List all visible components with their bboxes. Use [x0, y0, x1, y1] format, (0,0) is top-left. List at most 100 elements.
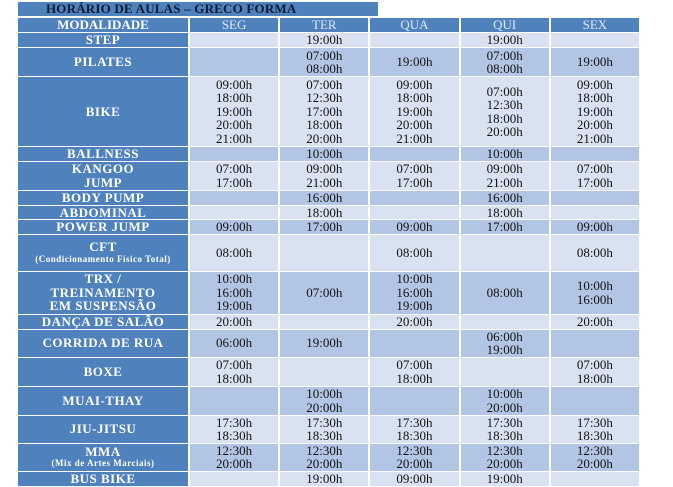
modality-label: BIKE — [85, 103, 121, 119]
time-cell: 10:00h — [280, 147, 369, 161]
time-cell — [550, 205, 639, 219]
modality-name: CFT (Condicionamento Físico Total) — [18, 234, 188, 271]
table-row: KANGOO JUMP 07:00h 17:00h 09:00h 21:00h 07:… — [18, 161, 639, 190]
modality-name: CORRIDA DE RUA — [18, 329, 188, 357]
time-cell: 10:00h 20:00h — [460, 386, 549, 415]
time-cell: 20:00h — [550, 314, 639, 329]
header-sex: SEX — [550, 18, 639, 32]
modality-label: MMA — [85, 443, 121, 459]
time-cell — [550, 147, 639, 161]
modality-name: JIU-JITSU — [18, 415, 188, 443]
time-cell — [190, 471, 279, 486]
schedule-title: HORÁRIO DE AULAS – GRECO FORMA — [18, 2, 378, 16]
modality-name: BUS BIKE — [18, 471, 188, 486]
time-cell — [370, 205, 459, 219]
table-row: PILATES 07:00h 08:00h 19:00h 07:00h 08:00h 1… — [18, 48, 639, 76]
table-row: JIU-JITSU 17:30h 18:30h 17:30h 18:30h 17:30… — [18, 415, 639, 443]
time-cell: 18:00h — [460, 205, 549, 219]
time-cell — [190, 147, 279, 161]
modality-label: STEP — [85, 32, 121, 48]
time-cell — [190, 33, 279, 47]
modality-name: TRX / TREINAMENTO EM SUSPENSÃO — [18, 271, 188, 314]
time-cell: 20:00h — [370, 314, 459, 329]
time-cell: 19:00h — [460, 471, 549, 486]
time-cell: 08:00h — [460, 271, 549, 314]
time-cell: 18:00h — [280, 205, 369, 219]
time-cell — [460, 314, 549, 329]
time-cell — [550, 190, 639, 205]
modality-subtitle: (Condicionamento Físico Total) — [35, 253, 171, 264]
table-row: MUAI-THAY 10:00h 20:00h 10:00h 20:00h — [18, 386, 639, 415]
modality-name: BIKE — [18, 77, 188, 146]
time-cell: 07:00h 18:00h — [370, 357, 459, 386]
time-cell: 07:00h 12:30h 18:00h 20:00h — [460, 77, 549, 146]
modality-name: STEP — [18, 33, 188, 47]
table-row: BOXE 07:00h 18:00h 07:00h 18:00h 07:00h 18:… — [18, 357, 639, 386]
time-cell: 10:00h 16:00h — [550, 271, 639, 314]
time-cell: 09:00h 21:00h — [280, 161, 369, 190]
time-cell — [280, 314, 369, 329]
time-cell: 16:00h — [460, 190, 549, 205]
time-cell — [190, 190, 279, 205]
time-cell — [460, 234, 549, 271]
modality-name: PILATES — [18, 48, 188, 76]
time-cell — [370, 147, 459, 161]
time-cell: 19:00h — [460, 33, 549, 47]
time-cell — [550, 471, 639, 486]
time-cell: 07:00h 08:00h — [460, 48, 549, 76]
time-cell: 07:00h 17:00h — [190, 161, 279, 190]
modality-label: BALLNESS — [67, 146, 139, 161]
header-modalidade: MODALIDADE — [18, 18, 188, 32]
modality-name: BALLNESS — [18, 147, 188, 161]
table-row: DANÇA DE SALÃO 20:00h 20:00h 20:00h — [18, 314, 639, 329]
time-cell — [190, 48, 279, 76]
modality-label: CFT — [89, 239, 117, 255]
time-cell: 17:30h 18:30h — [280, 415, 369, 443]
time-cell: 19:00h — [550, 48, 639, 76]
time-cell: 12:30h 20:00h — [460, 443, 549, 471]
time-cell: 12:30h 20:00h — [370, 443, 459, 471]
modality-name: BODY PUMP — [18, 189, 188, 205]
time-cell: 08:00h — [190, 234, 279, 271]
time-cell: 16:00h — [280, 190, 369, 205]
time-cell: 19:00h — [280, 329, 369, 357]
time-cell: 10:00h — [460, 147, 549, 161]
time-cell: 17:30h 18:30h — [550, 415, 639, 443]
table-row: CFT (Condicionamento Físico Total) 08:00h 0… — [18, 234, 639, 271]
time-cell: 17:30h 18:30h — [190, 415, 279, 443]
table-row: TRX / TREINAMENTO EM SUSPENSÃO 10:00h 16:… — [18, 271, 639, 314]
time-cell — [460, 357, 549, 386]
modality-subtitle: (Mix de Artes Marciais) — [51, 458, 155, 469]
modality-label: POWER JUMP — [56, 219, 150, 234]
time-cell — [280, 357, 369, 386]
table-row: STEP 19:00h 19:00h — [18, 33, 639, 47]
table-row: CORRIDA DE RUA 06:00h 19:00h 06:00h 19:00h — [18, 329, 639, 357]
time-cell: 08:00h — [550, 234, 639, 271]
time-cell: 08:00h — [370, 234, 459, 271]
schedule-body: MODALIDADE SEG TER QUA QUI SEX STEP 19:00… — [18, 18, 639, 486]
time-cell: 10:00h 16:00h 19:00h — [190, 271, 279, 314]
modality-name: BOXE — [18, 357, 188, 386]
header-ter: TER — [280, 18, 369, 32]
modality-name: POWER JUMP — [18, 220, 188, 234]
time-cell — [190, 386, 279, 415]
time-cell — [550, 329, 639, 357]
time-cell — [370, 329, 459, 357]
time-cell: 09:00h 18:00h 19:00h 20:00h 21:00h — [370, 77, 459, 146]
modality-name: MMA (Mix de Artes Marciais) — [18, 443, 188, 471]
time-cell: 17:30h 18:30h — [370, 415, 459, 443]
time-cell: 09:00h 18:00h 19:00h 20:00h 21:00h — [190, 77, 279, 146]
modality-label: BOXE — [83, 363, 123, 379]
time-cell: 07:00h 17:00h — [370, 161, 459, 190]
table-row: POWER JUMP 09:00h 17:00h 09:00h 17:00h 09:00h — [18, 220, 639, 234]
time-cell: 17:00h — [460, 220, 549, 234]
time-cell: 09:00h — [190, 220, 279, 234]
time-cell: 19:00h — [370, 48, 459, 76]
header-qua: QUA — [370, 18, 459, 32]
time-cell — [370, 33, 459, 47]
modality-label: PILATES — [73, 54, 133, 70]
schedule-table: MODALIDADE SEG TER QUA QUI SEX STEP 19:00… — [16, 17, 641, 487]
time-cell: 09:00h — [370, 471, 459, 486]
modality-label: BODY PUMP — [61, 189, 145, 205]
time-cell: 09:00h 18:00h 19:00h 20:00h 21:00h — [550, 77, 639, 146]
